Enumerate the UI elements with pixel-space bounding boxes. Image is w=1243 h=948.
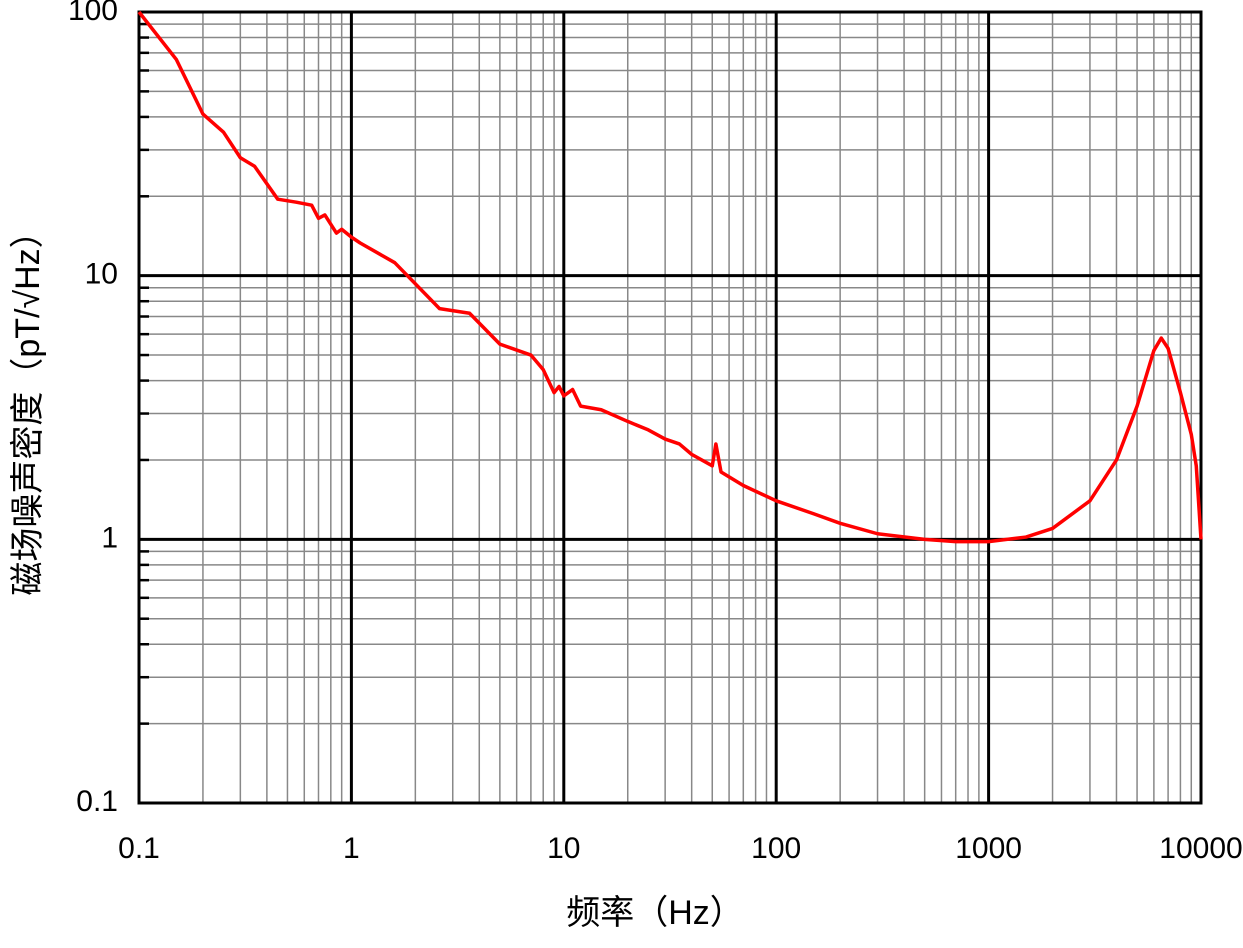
x-tick-label: 100 (751, 832, 801, 865)
x-tick-label: 0.1 (118, 832, 160, 865)
y-tick-label: 10 (85, 258, 118, 291)
x-tick-label: 10000 (1159, 832, 1242, 865)
plot-frame (137, 10, 1203, 805)
x-tick-label: 1000 (955, 832, 1022, 865)
y-axis-title: 磁场噪声密度（pT/√Hz） (9, 214, 47, 595)
data-line (137, 10, 1203, 544)
x-tick-label: 10 (547, 832, 580, 865)
y-tick-label: 100 (68, 0, 118, 27)
x-axis-title: 频率（Hz） (566, 894, 744, 932)
x-tick-label: 1 (343, 832, 360, 865)
y-tick-label: 1 (101, 521, 118, 554)
y-tick-label: 0.1 (76, 785, 118, 818)
